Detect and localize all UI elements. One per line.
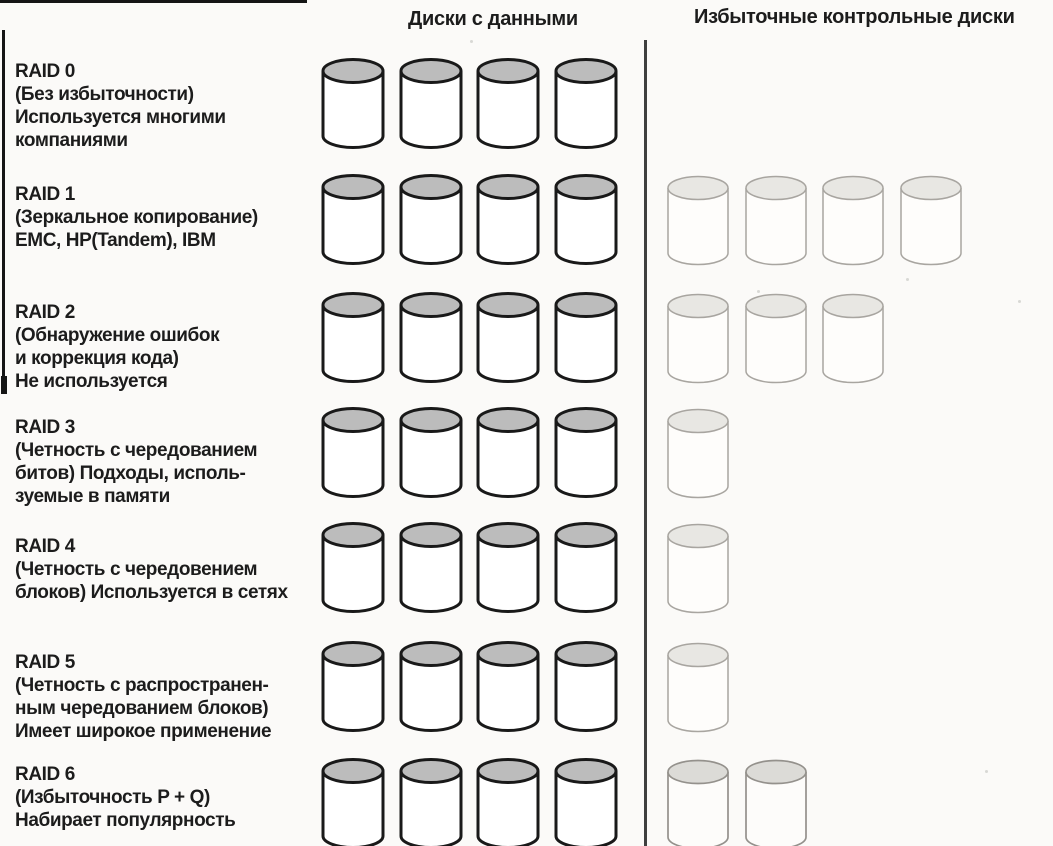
scan-artifact-top-edge [0,0,307,3]
data-disk-icon [554,58,618,149]
check-disk-icon [822,175,884,266]
check-disk-icon [667,293,729,384]
raid-description-line: (Четность с чередованием [15,440,258,461]
data-disk-icon [476,641,540,732]
data-disk-icon [554,174,618,265]
check-disk-icon [900,175,962,266]
raid-description-line: битов) Подходы, исполь- [15,463,246,484]
raid-description-line: блоков) Используется в сетях [15,582,288,603]
raid-level-title: RAID 0 [15,61,75,82]
data-disk-icon [554,292,618,383]
check-disk-icon [667,408,729,499]
raid-description-line: (Без избыточности) [15,84,194,105]
check-disk-icon [667,642,729,733]
scan-noise-speck [470,40,473,43]
raid-description-line: Не используется [15,371,168,392]
data-disks-column-header: Диски с данными [408,8,578,30]
raid-description-line: Используется многими [15,107,226,128]
check-disks-column-header: Избыточные контрольные диски [694,6,1015,28]
raid-description-line: Набирает популярность [15,810,236,831]
data-disk-icon [321,292,385,383]
raid-description-line: и коррекция кода) [15,348,179,369]
raid-row-text: RAID 2 (Обнаружение ошибок и коррекция код… [15,301,325,393]
raid-level-title: RAID 4 [15,536,75,557]
scan-noise-speck [1018,300,1021,303]
check-disk-icon [667,523,729,614]
raid-level-title: RAID 3 [15,417,75,438]
data-disk-icon [399,407,463,498]
data-disk-icon [399,522,463,613]
raid-level-title: RAID 2 [15,302,75,323]
check-disk-icon [822,293,884,384]
raid-description-line: зуемые в памяти [15,486,170,507]
data-disk-icon [554,522,618,613]
scan-artifact-left-blob [1,376,7,394]
check-disk-icon [667,175,729,266]
raid-row-text: RAID 1 (Зеркальное копирование) EMC, HP(Ta… [15,183,325,252]
data-disk-icon [476,292,540,383]
raid-description-line: (Обнаружение ошибок [15,325,220,346]
data-disk-icon [476,174,540,265]
raid-row-text: RAID 0 (Без избыточности) Используется мно… [15,60,325,152]
data-disk-icon [399,641,463,732]
data-disk-icon [321,522,385,613]
raid-level-title: RAID 5 [15,652,75,673]
data-disk-icon [554,758,618,846]
column-divider-line [644,40,647,846]
data-disk-icon [321,758,385,846]
raid-row-text: RAID 6 (Избыточность P + Q) Набирает попул… [15,763,325,832]
check-disk-icon [745,293,807,384]
data-disk-icon [321,641,385,732]
data-disk-icon [476,58,540,149]
raid-description-line: компаниями [15,130,128,151]
raid-row-text: RAID 5 (Четность с распространен-ным чере… [15,651,325,743]
raid-level-title: RAID 6 [15,764,75,785]
scan-noise-speck [757,290,760,293]
data-disk-icon [321,407,385,498]
scan-noise-speck [906,278,909,281]
scan-artifact-left-edge [2,30,5,378]
scan-noise-speck [985,770,988,773]
raid-description-line: (Зеркальное копирование) [15,207,258,228]
raid-row-text: RAID 3 (Четность с чередованием битов) Под… [15,416,325,508]
data-disk-icon [476,407,540,498]
data-disk-icon [399,292,463,383]
data-disk-icon [476,522,540,613]
raid-description-line: (Четность с чередовением [15,559,258,580]
raid-row-text: RAID 4 (Четность с чередовением блоков) Ис… [15,535,325,604]
data-disk-icon [399,758,463,846]
raid-level-title: RAID 1 [15,184,75,205]
raid-description-line: ным чередованием блоков) [15,698,269,719]
data-disk-icon [476,758,540,846]
raid-description-line: EMC, HP(Tandem), IBM [15,230,216,251]
data-disk-icon [554,641,618,732]
data-disk-icon [399,174,463,265]
data-disk-icon [554,407,618,498]
data-disk-icon [321,174,385,265]
check-disk-icon [745,759,807,846]
data-disk-icon [399,58,463,149]
data-disk-icon [321,58,385,149]
raid-description-line: (Четность с распространен- [15,675,269,696]
raid-description-line: (Избыточность P + Q) [15,787,210,808]
check-disk-icon [745,175,807,266]
check-disk-icon [667,759,729,846]
raid-description-line: Имеет широкое применение [15,721,272,742]
